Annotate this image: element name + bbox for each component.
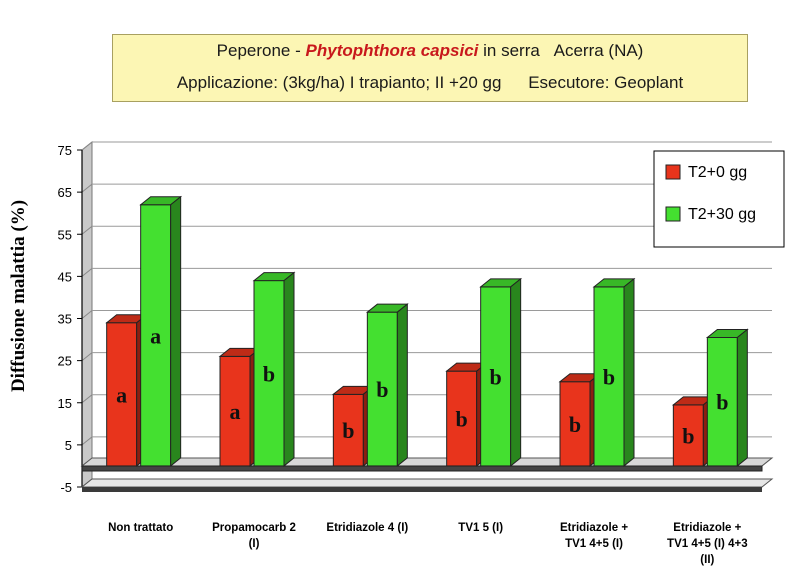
x-tick-label: Etridiazole + [560, 522, 628, 534]
bar-front [480, 286, 512, 467]
y-tick-label: 65 [58, 185, 72, 200]
header-crop: Peperone - [216, 41, 301, 60]
legend-swatch [665, 206, 681, 222]
bar-t2-30: a [139, 195, 183, 467]
bar-side [170, 195, 182, 467]
bar-significance-label: b [263, 361, 275, 386]
legend: T2+0 gg T2+30 gg [653, 150, 785, 248]
header-title-line: Peperone - Phytophthora capsici in serra… [113, 41, 747, 61]
y-tick-label: 15 [58, 396, 72, 411]
bar-significance-label: a [116, 382, 127, 407]
bar-front [366, 311, 398, 467]
bar-t2-30: b [479, 277, 523, 467]
gridline-depth [81, 225, 93, 235]
legend-swatch [665, 164, 681, 180]
x-tick-label: TV1 4+5 (I) 4+3 [667, 538, 748, 550]
y-tick-label: 35 [58, 312, 72, 327]
gridline-depth [81, 394, 93, 404]
y-tick-label: 25 [58, 354, 72, 369]
header-application: Applicazione: (3kg/ha) I trapianto; II +… [176, 73, 502, 92]
header-location: Acerra (NA) [553, 41, 644, 60]
bar-t2-30: b [365, 303, 409, 467]
bar-significance-label: b [490, 364, 502, 389]
header-subtitle-line: Applicazione: (3kg/ha) I trapianto; II +… [113, 73, 747, 93]
y-tick-label: 45 [58, 269, 72, 284]
gridline-depth [81, 310, 93, 319]
bar-side [283, 271, 295, 467]
y-tick-label: 75 [58, 143, 72, 158]
gridline-depth [81, 267, 93, 277]
gridline-depth [81, 141, 93, 151]
y-tick-label: 5 [65, 438, 72, 453]
header-pathogen: Phytophthora capsici [305, 41, 479, 60]
bar-t2-30: b [592, 277, 636, 467]
bar-front [706, 336, 738, 467]
plot-floor [80, 478, 774, 488]
bar-significance-label: b [682, 423, 694, 448]
x-tick-label: Non trattato [108, 522, 173, 534]
x-tick-label: (II) [700, 554, 714, 566]
x-tick-label: Etridiazole + [673, 522, 741, 534]
bar-significance-label: b [342, 418, 354, 443]
plot-floor-edge [82, 487, 762, 492]
bar-significance-label: a [150, 323, 161, 348]
bar-side [623, 277, 635, 467]
legend-label: T2+0 gg [688, 164, 747, 181]
chart-header-box: Peperone - Phytophthora capsici in serra… [112, 34, 748, 102]
bar-t2-30: b [705, 328, 749, 467]
header-setting: in serra [483, 41, 540, 60]
bar-side [510, 277, 522, 467]
y-tick-label: -5 [60, 480, 72, 495]
bar-significance-label: b [603, 364, 615, 389]
bar-front [559, 381, 591, 467]
bar-front [446, 370, 478, 467]
zero-floor-top [80, 457, 774, 467]
bar-significance-label: b [716, 390, 728, 415]
gridline-depth [81, 183, 93, 193]
bar-significance-label: b [376, 377, 388, 402]
x-tick-label: (I) [249, 538, 260, 550]
gridline-depth [81, 436, 93, 446]
bar-significance-label: a [230, 399, 241, 424]
header-executor: Esecutore: Geoplant [528, 73, 684, 92]
legend-label: T2+30 gg [688, 206, 756, 223]
bar-t2-30: b [252, 271, 296, 467]
y-tick-label: 55 [58, 227, 72, 242]
zero-floor-front [81, 465, 763, 472]
bar-front [140, 204, 172, 467]
x-tick-label: TV1 4+5 (I) [565, 538, 623, 550]
bar-side [396, 303, 408, 467]
bar-significance-label: b [569, 412, 581, 437]
bar-side [736, 328, 748, 467]
x-tick-label: Propamocarb 2 [212, 522, 296, 534]
gridline-depth [81, 352, 93, 362]
bar-significance-label: b [456, 407, 468, 432]
x-tick-label: Etridiazole 4 (I) [326, 522, 408, 534]
x-tick-label: TV1 5 (I) [458, 522, 503, 534]
